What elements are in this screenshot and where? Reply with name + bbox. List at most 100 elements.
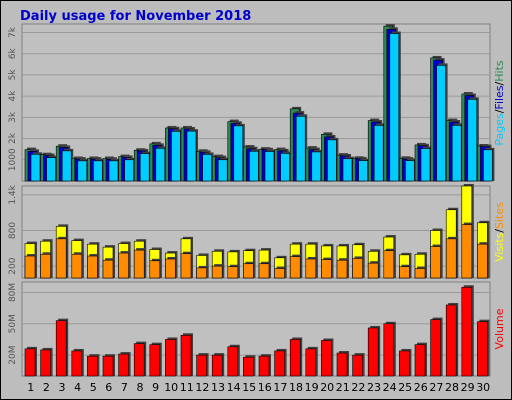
bar-pages-day-30 bbox=[483, 149, 493, 182]
y-tick-label: 7k bbox=[8, 26, 18, 38]
x-tick-label: 14 bbox=[227, 381, 241, 394]
x-tick-label: 1 bbox=[27, 381, 34, 394]
x-tick-label: 20 bbox=[320, 381, 334, 394]
bar-pages-day-29 bbox=[467, 99, 478, 182]
bar-sites-day-6 bbox=[102, 259, 114, 279]
bar-volume-day-2 bbox=[40, 349, 51, 377]
bar-sites-day-19 bbox=[305, 258, 317, 279]
bar-volume-day-26 bbox=[414, 344, 426, 377]
x-tick-label: 8 bbox=[137, 381, 144, 394]
x-tick-label: 16 bbox=[258, 381, 272, 394]
x-tick-label: 13 bbox=[211, 381, 225, 394]
bar-pages-day-14 bbox=[233, 125, 244, 182]
bar-sites-day-17 bbox=[274, 268, 285, 279]
bar-sites-day-11 bbox=[180, 253, 192, 279]
bar-volume-day-8 bbox=[133, 343, 145, 377]
legend-bottom: Volume bbox=[493, 308, 506, 349]
y-tick-label: 5k bbox=[8, 69, 18, 81]
legend-entry: Visits bbox=[493, 232, 506, 261]
y-tick-label: 1000 bbox=[8, 148, 18, 171]
bar-pages-day-23 bbox=[373, 125, 384, 182]
y-tick-label: 3k bbox=[8, 111, 18, 123]
bar-pages-day-3 bbox=[61, 150, 72, 182]
bar-pages-day-6 bbox=[108, 160, 119, 182]
bar-volume-day-14 bbox=[227, 346, 239, 377]
x-tick-label: 10 bbox=[164, 381, 178, 394]
bar-sites-day-28 bbox=[445, 238, 457, 279]
bar-sites-day-16 bbox=[258, 263, 270, 279]
bar-volume-day-16 bbox=[258, 355, 270, 377]
bar-volume-day-5 bbox=[87, 355, 98, 377]
x-tick-label: 9 bbox=[152, 381, 159, 394]
bar-sites-day-4 bbox=[71, 253, 83, 279]
legend-entry: Hits bbox=[493, 60, 506, 82]
bar-pages-day-2 bbox=[46, 157, 56, 182]
bar-volume-day-9 bbox=[149, 344, 161, 377]
x-tick-label: 3 bbox=[59, 381, 66, 394]
legend-entry: Files bbox=[493, 85, 506, 109]
bar-volume-day-29 bbox=[461, 286, 473, 377]
bar-volume-day-1 bbox=[24, 348, 36, 377]
bar-pages-day-8 bbox=[139, 153, 150, 182]
bar-sites-day-23 bbox=[367, 262, 379, 279]
bar-volume-day-20 bbox=[321, 340, 332, 377]
y-tick-label: 6k bbox=[8, 47, 18, 59]
bar-sites-day-29 bbox=[461, 224, 473, 279]
x-tick-label: 2 bbox=[43, 381, 50, 394]
bar-pages-day-27 bbox=[436, 65, 446, 182]
bar-pages-day-4 bbox=[77, 160, 88, 182]
x-tick-label: 21 bbox=[336, 381, 350, 394]
x-tick-label: 5 bbox=[90, 381, 97, 394]
bar-pages-day-11 bbox=[186, 130, 197, 182]
legend-entry: / bbox=[493, 81, 506, 85]
y-tick-label: 800 bbox=[8, 222, 18, 239]
x-tick-label: 27 bbox=[429, 381, 443, 394]
bar-volume-day-7 bbox=[118, 353, 129, 377]
bar-volume-day-13 bbox=[211, 354, 223, 377]
bar-volume-day-4 bbox=[71, 350, 83, 377]
x-tick-label: 4 bbox=[74, 381, 81, 394]
bar-volume-day-17 bbox=[274, 350, 285, 377]
x-tick-label: 25 bbox=[398, 381, 412, 394]
bar-volume-day-12 bbox=[196, 354, 207, 377]
bar-sites-day-12 bbox=[196, 267, 207, 279]
bar-sites-day-22 bbox=[352, 258, 363, 279]
x-tick-label: 29 bbox=[461, 381, 475, 394]
bar-sites-day-27 bbox=[430, 246, 441, 279]
plot-area-middle bbox=[21, 185, 491, 279]
chart-title: Daily usage for November 2018 bbox=[20, 9, 251, 24]
bar-volume-day-6 bbox=[102, 355, 114, 377]
y-tick-label: 2k bbox=[8, 132, 18, 144]
bar-sites-day-14 bbox=[227, 266, 239, 279]
bar-pages-day-1 bbox=[30, 153, 41, 182]
bar-sites-day-1 bbox=[24, 255, 36, 279]
plot-area-bottom bbox=[21, 281, 491, 377]
bar-pages-day-20 bbox=[327, 139, 337, 182]
y-tick-label: 4k bbox=[8, 90, 18, 102]
bar-volume-day-15 bbox=[243, 356, 254, 377]
bar-volume-day-10 bbox=[165, 339, 176, 377]
bar-sites-day-2 bbox=[40, 253, 51, 279]
bar-sites-day-20 bbox=[321, 259, 332, 279]
bar-pages-day-12 bbox=[202, 154, 212, 182]
bar-pages-day-5 bbox=[93, 160, 103, 182]
bar-pages-day-26 bbox=[420, 148, 431, 182]
x-tick-label: 23 bbox=[367, 381, 381, 394]
x-tick-label: 24 bbox=[383, 381, 397, 394]
x-tick-label: 26 bbox=[414, 381, 428, 394]
bar-volume-day-28 bbox=[445, 304, 457, 377]
bar-pages-day-24 bbox=[389, 33, 400, 182]
bar-pages-day-13 bbox=[217, 159, 228, 182]
bar-sites-day-26 bbox=[414, 268, 426, 279]
x-tick-label: 18 bbox=[289, 381, 303, 394]
legend-entry: Sites bbox=[493, 202, 506, 229]
bar-pages-day-15 bbox=[249, 150, 259, 182]
bar-pages-day-9 bbox=[155, 148, 166, 182]
bar-pages-day-10 bbox=[171, 131, 181, 182]
bar-volume-day-18 bbox=[289, 339, 301, 377]
bar-volume-day-3 bbox=[55, 320, 67, 377]
bar-pages-day-25 bbox=[405, 160, 415, 182]
bar-volume-day-27 bbox=[430, 319, 441, 377]
x-tick-label: 7 bbox=[121, 381, 128, 394]
